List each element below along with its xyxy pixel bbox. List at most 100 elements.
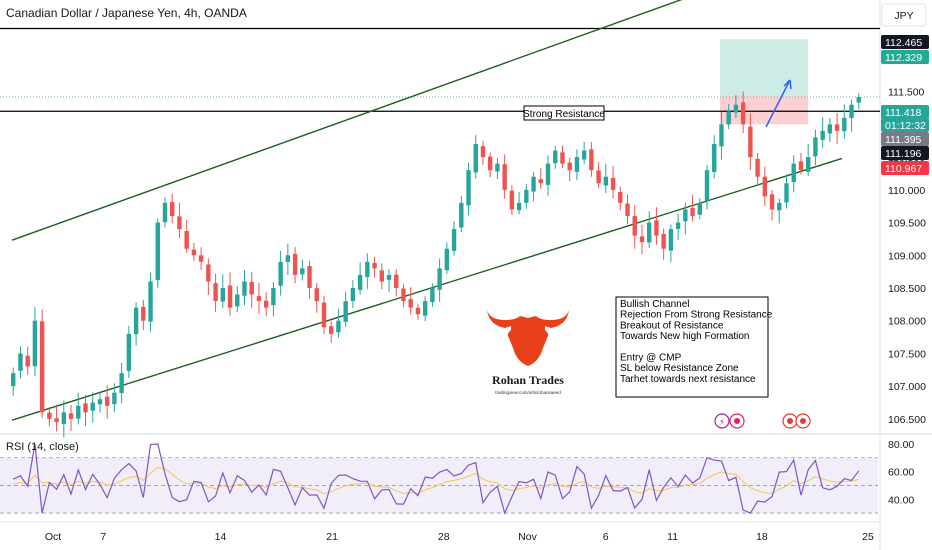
candle[interactable] <box>32 307 38 377</box>
candle[interactable] <box>379 263 384 290</box>
candle[interactable] <box>329 321 334 343</box>
candle[interactable] <box>386 269 392 293</box>
candle[interactable] <box>256 283 262 315</box>
candle[interactable] <box>54 404 59 432</box>
candle[interactable] <box>849 99 854 132</box>
candle[interactable] <box>314 283 319 313</box>
candle[interactable] <box>97 392 103 413</box>
candle[interactable] <box>249 272 254 309</box>
candle[interactable] <box>784 174 789 209</box>
candle[interactable] <box>68 404 74 431</box>
candle[interactable] <box>126 325 132 378</box>
candle[interactable] <box>690 194 695 222</box>
candle[interactable] <box>271 281 276 317</box>
price-tag[interactable]: 112.465 <box>881 35 929 49</box>
candle[interactable] <box>798 152 804 175</box>
candle[interactable] <box>610 165 616 199</box>
candle[interactable] <box>336 308 341 338</box>
candle[interactable] <box>263 292 269 317</box>
channel-upper-line[interactable] <box>11 0 826 241</box>
dividend-event-icon[interactable] <box>714 413 730 429</box>
candle[interactable] <box>618 186 623 211</box>
candle[interactable] <box>762 166 768 206</box>
candle[interactable] <box>155 218 160 289</box>
price-tag[interactable]: 111.196 <box>881 146 929 160</box>
event-icons[interactable]: ⚡ <box>714 413 811 429</box>
candle[interactable] <box>198 247 204 270</box>
candle[interactable] <box>227 272 233 316</box>
candle[interactable] <box>516 192 522 215</box>
candle[interactable] <box>473 135 478 179</box>
candle[interactable] <box>769 189 775 221</box>
candle[interactable] <box>307 260 312 299</box>
candle[interactable] <box>654 207 659 245</box>
price-tag[interactable]: 112.329 <box>881 50 929 64</box>
candle[interactable] <box>25 346 30 375</box>
candle[interactable] <box>459 195 464 233</box>
analysis-note-box[interactable] <box>615 296 769 398</box>
candle[interactable] <box>488 152 493 178</box>
candle[interactable] <box>777 198 782 224</box>
currency-button[interactable] <box>881 3 927 27</box>
candle[interactable] <box>553 145 558 169</box>
candle[interactable] <box>444 242 450 275</box>
candle[interactable] <box>589 141 594 177</box>
price-tag[interactable]: 111.395 <box>881 132 929 146</box>
candle[interactable] <box>856 93 861 110</box>
candle[interactable] <box>148 272 153 333</box>
candle[interactable] <box>697 198 702 220</box>
candle[interactable] <box>712 135 717 179</box>
candle[interactable] <box>112 383 117 413</box>
candle[interactable] <box>668 224 674 263</box>
candle[interactable] <box>740 91 746 134</box>
candle[interactable] <box>422 296 428 322</box>
candle[interactable] <box>755 152 760 185</box>
candle[interactable] <box>834 112 840 144</box>
candle[interactable] <box>76 392 81 425</box>
candle[interactable] <box>206 258 211 296</box>
candle[interactable] <box>603 163 609 194</box>
candle[interactable] <box>184 219 189 253</box>
candle[interactable] <box>480 140 486 165</box>
candle[interactable] <box>90 392 95 423</box>
candle[interactable] <box>401 283 406 308</box>
candle[interactable] <box>567 157 572 182</box>
candle[interactable] <box>177 202 182 238</box>
candle[interactable] <box>292 247 298 284</box>
candle[interactable] <box>524 184 529 209</box>
candle[interactable] <box>531 172 536 202</box>
candle[interactable] <box>133 302 139 346</box>
price-tag[interactable]: 110.967 <box>881 161 929 175</box>
candle[interactable] <box>639 224 645 255</box>
price-tag[interactable]: 111.418 <box>881 105 929 119</box>
currency-label[interactable]: JPY <box>894 10 913 22</box>
candle[interactable] <box>632 204 637 249</box>
target-zone[interactable] <box>720 39 808 97</box>
candle[interactable] <box>437 258 442 302</box>
candle[interactable] <box>683 202 688 235</box>
candle[interactable] <box>748 113 753 170</box>
candle[interactable] <box>451 221 457 256</box>
candle[interactable] <box>415 303 421 320</box>
candle[interactable] <box>495 157 500 180</box>
candle[interactable] <box>466 162 471 216</box>
candle[interactable] <box>141 299 146 331</box>
candle[interactable] <box>646 211 652 248</box>
candle[interactable] <box>394 269 399 297</box>
candle[interactable] <box>213 273 218 313</box>
candle[interactable] <box>357 262 363 295</box>
candle[interactable] <box>162 197 168 228</box>
candle[interactable] <box>170 194 175 224</box>
candle[interactable] <box>104 385 110 419</box>
candle[interactable] <box>545 155 551 196</box>
candle[interactable] <box>191 242 197 261</box>
candle[interactable] <box>11 367 16 396</box>
candle[interactable] <box>365 253 370 289</box>
candle[interactable] <box>502 154 507 199</box>
candle[interactable] <box>278 251 283 296</box>
candle[interactable] <box>625 194 630 225</box>
candle[interactable] <box>372 256 377 278</box>
candle[interactable] <box>704 164 710 210</box>
